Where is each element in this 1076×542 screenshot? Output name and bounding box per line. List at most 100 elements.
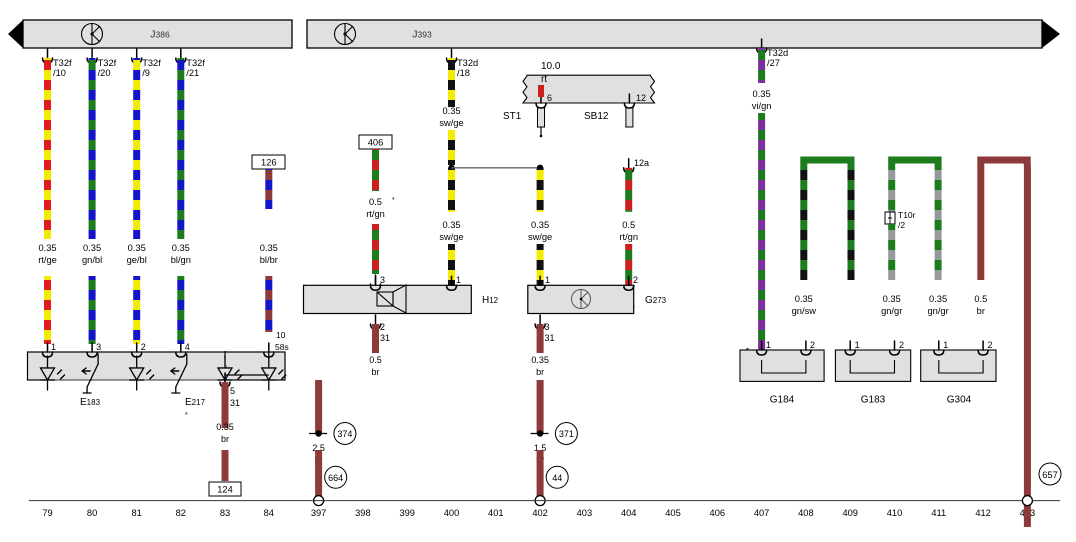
svg-text:81: 81 <box>132 508 142 518</box>
svg-text:0.35: 0.35 <box>83 243 101 253</box>
svg-text:/10: /10 <box>53 68 66 78</box>
svg-text:79: 79 <box>42 508 52 518</box>
svg-text:T32d: T32d <box>767 48 788 58</box>
svg-text:2: 2 <box>380 322 385 332</box>
svg-text:br: br <box>221 434 229 444</box>
svg-text:0.35: 0.35 <box>531 355 549 365</box>
svg-text:1: 1 <box>545 275 550 285</box>
svg-text:2: 2 <box>810 340 815 350</box>
svg-text:0.35: 0.35 <box>38 243 56 253</box>
svg-text:10.0: 10.0 <box>541 61 561 72</box>
svg-text:bl/gn: bl/gn <box>171 255 191 265</box>
svg-text:83: 83 <box>220 508 230 518</box>
svg-text:82: 82 <box>176 508 186 518</box>
svg-text:/2: /2 <box>898 220 905 230</box>
svg-text:H12: H12 <box>482 295 499 306</box>
svg-text:T32f: T32f <box>142 58 161 68</box>
svg-text:407: 407 <box>754 508 770 518</box>
svg-text:/21: /21 <box>186 68 199 78</box>
svg-text:G184: G184 <box>770 395 795 406</box>
svg-text:657: 657 <box>1042 470 1058 480</box>
svg-text:/9: /9 <box>142 68 150 78</box>
svg-text:br: br <box>371 367 379 377</box>
svg-text:G304: G304 <box>947 395 972 406</box>
svg-text:/18: /18 <box>457 68 470 78</box>
svg-text:J393: J393 <box>412 29 432 41</box>
svg-text:12: 12 <box>636 93 646 103</box>
svg-text:gn/bl: gn/bl <box>82 255 102 265</box>
svg-text:rt/gn: rt/gn <box>619 232 638 242</box>
svg-text:31: 31 <box>230 398 240 408</box>
svg-text:rt/ge: rt/ge <box>38 255 57 265</box>
svg-text:0.5: 0.5 <box>622 220 635 230</box>
svg-text:0.35: 0.35 <box>172 243 190 253</box>
svg-text:0.35: 0.35 <box>216 422 234 432</box>
svg-text:406: 406 <box>710 508 726 518</box>
svg-text:bl/br: bl/br <box>260 255 278 265</box>
svg-text:31: 31 <box>380 333 390 343</box>
svg-text:58s: 58s <box>275 342 289 352</box>
svg-text:400: 400 <box>444 508 460 518</box>
svg-text:80: 80 <box>87 508 97 518</box>
svg-text:gn/gr: gn/gr <box>881 306 902 316</box>
svg-text:SB12: SB12 <box>584 111 609 122</box>
svg-text:/27: /27 <box>767 58 780 68</box>
svg-text:31: 31 <box>545 333 555 343</box>
svg-text:1: 1 <box>855 340 860 350</box>
svg-text:T32f: T32f <box>186 58 205 68</box>
svg-text:6: 6 <box>547 93 552 103</box>
svg-text:*: * <box>185 412 188 419</box>
svg-text:0.5: 0.5 <box>369 355 382 365</box>
svg-text:*: * <box>392 197 395 204</box>
svg-text:399: 399 <box>399 508 415 518</box>
svg-text:124: 124 <box>217 485 233 495</box>
svg-text:410: 410 <box>887 508 903 518</box>
svg-text:rt/gn: rt/gn <box>366 209 385 219</box>
svg-text:0.35: 0.35 <box>753 89 771 99</box>
svg-text:1: 1 <box>766 340 771 350</box>
svg-text:T32d: T32d <box>457 58 478 68</box>
svg-text:84: 84 <box>264 508 274 518</box>
svg-text:398: 398 <box>355 508 371 518</box>
svg-text:2: 2 <box>141 342 146 352</box>
svg-text:0.35: 0.35 <box>795 294 813 304</box>
svg-text:126: 126 <box>261 158 277 168</box>
svg-text:0.35: 0.35 <box>883 294 901 304</box>
svg-text:1: 1 <box>456 275 461 285</box>
svg-text:sw/ge: sw/ge <box>439 118 463 128</box>
svg-text:1: 1 <box>943 340 948 350</box>
svg-text:3: 3 <box>96 342 101 352</box>
svg-text:2: 2 <box>988 340 993 350</box>
svg-text:3: 3 <box>545 322 550 332</box>
svg-text:0.35: 0.35 <box>442 106 460 116</box>
svg-text:rt: rt <box>541 74 547 85</box>
svg-text:405: 405 <box>665 508 681 518</box>
svg-text:T32f: T32f <box>98 58 117 68</box>
svg-text:412: 412 <box>975 508 991 518</box>
svg-text:409: 409 <box>842 508 858 518</box>
svg-text:/20: /20 <box>98 68 111 78</box>
svg-text:1: 1 <box>51 342 56 352</box>
svg-text:0.5: 0.5 <box>974 294 987 304</box>
svg-text:ST1: ST1 <box>503 111 522 122</box>
svg-text:44: 44 <box>552 473 562 483</box>
svg-text:br: br <box>977 306 985 316</box>
svg-text:G273: G273 <box>645 295 667 306</box>
svg-text:397: 397 <box>311 508 327 518</box>
svg-text:E183: E183 <box>80 397 101 408</box>
svg-text:vi/gn: vi/gn <box>752 101 772 111</box>
svg-text:0.5: 0.5 <box>369 197 382 207</box>
svg-text:br: br <box>536 367 544 377</box>
svg-text:sw/ge: sw/ge <box>439 232 463 242</box>
svg-text:371: 371 <box>559 429 574 439</box>
svg-text:401: 401 <box>488 508 504 518</box>
svg-text:J386: J386 <box>150 29 170 41</box>
svg-text:T10r: T10r <box>898 210 916 220</box>
svg-text:406: 406 <box>368 138 384 148</box>
svg-text:3: 3 <box>380 275 385 285</box>
svg-text:0.35: 0.35 <box>260 243 278 253</box>
svg-text:408: 408 <box>798 508 814 518</box>
svg-text:G183: G183 <box>861 395 886 406</box>
svg-text:404: 404 <box>621 508 637 518</box>
svg-text:411: 411 <box>931 508 946 518</box>
